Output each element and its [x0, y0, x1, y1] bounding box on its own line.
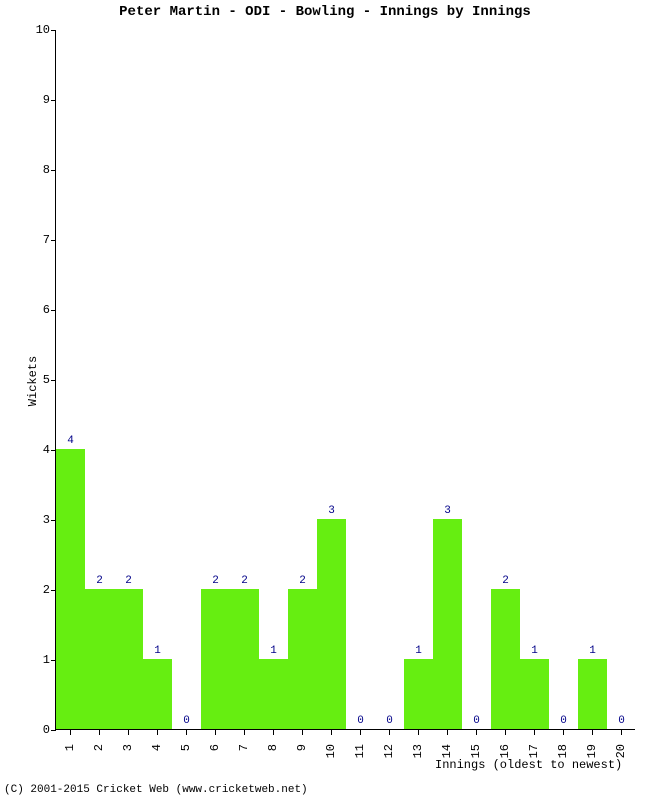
- y-tick-label: 10: [36, 23, 56, 37]
- bar: 1: [520, 659, 549, 729]
- x-tick-mark: [215, 730, 216, 735]
- x-tick-mark: [563, 730, 564, 735]
- x-tick-mark: [476, 730, 477, 735]
- x-tick-mark: [302, 730, 303, 735]
- x-tick-label: 6: [208, 738, 222, 751]
- bar-value-label: 2: [502, 575, 509, 589]
- x-tick-mark: [360, 730, 361, 735]
- x-tick-mark: [418, 730, 419, 735]
- plot-area: 42210221230013021010 012345678910: [55, 30, 635, 730]
- x-tick-label: 2: [92, 738, 106, 751]
- bar: 2: [491, 589, 520, 729]
- bar-value-label: 0: [618, 715, 625, 729]
- x-tick-mark: [447, 730, 448, 735]
- y-axis-label: Wickets: [26, 356, 40, 406]
- bar-value-label: 0: [560, 715, 567, 729]
- bar-value-label: 2: [241, 575, 248, 589]
- x-tick-mark: [389, 730, 390, 735]
- y-tick-label: 6: [43, 303, 56, 317]
- y-tick-label: 0: [43, 723, 56, 737]
- x-tick-mark: [128, 730, 129, 735]
- x-tick-label: 11: [353, 738, 367, 758]
- x-tick-label: 4: [150, 738, 164, 751]
- bar-value-label: 2: [125, 575, 132, 589]
- x-tick-mark: [99, 730, 100, 735]
- y-tick-label: 1: [43, 653, 56, 667]
- x-tick-mark: [273, 730, 274, 735]
- bar-value-label: 1: [589, 645, 596, 659]
- x-tick-label: 12: [382, 738, 396, 758]
- y-tick-label: 2: [43, 583, 56, 597]
- bar-value-label: 1: [415, 645, 422, 659]
- x-tick-label: 17: [527, 738, 541, 758]
- x-tick-label: 18: [556, 738, 570, 758]
- bars-group: 42210221230013021010: [56, 30, 635, 729]
- x-tick-label: 16: [498, 738, 512, 758]
- x-tick-label: 9: [295, 738, 309, 751]
- copyright-text: (C) 2001-2015 Cricket Web (www.cricketwe…: [4, 784, 308, 796]
- bar: 3: [317, 519, 346, 729]
- x-tick-label: 3: [121, 738, 135, 751]
- x-tick-label: 15: [469, 738, 483, 758]
- bar-value-label: 1: [154, 645, 161, 659]
- bar-value-label: 0: [473, 715, 480, 729]
- x-tick-label: 20: [614, 738, 628, 758]
- bar-value-label: 2: [212, 575, 219, 589]
- bar-value-label: 2: [299, 575, 306, 589]
- bar: 1: [404, 659, 433, 729]
- x-axis-label: Innings (oldest to newest): [435, 758, 622, 772]
- bar: 4: [56, 449, 85, 729]
- bar-value-label: 1: [531, 645, 538, 659]
- y-tick-label: 7: [43, 233, 56, 247]
- x-tick-mark: [505, 730, 506, 735]
- y-tick-label: 4: [43, 443, 56, 457]
- bar-value-label: 0: [386, 715, 393, 729]
- x-tick-mark: [186, 730, 187, 735]
- x-tick-label: 8: [266, 738, 280, 751]
- x-tick-mark: [621, 730, 622, 735]
- y-tick-label: 3: [43, 513, 56, 527]
- x-tick-mark: [592, 730, 593, 735]
- x-tick-label: 1: [63, 738, 77, 751]
- x-tick-mark: [157, 730, 158, 735]
- x-tick-mark: [244, 730, 245, 735]
- bar: 2: [85, 589, 114, 729]
- bar: 1: [259, 659, 288, 729]
- bar: 2: [230, 589, 259, 729]
- y-tick-label: 9: [43, 93, 56, 107]
- bar: 2: [288, 589, 317, 729]
- bar-value-label: 0: [183, 715, 190, 729]
- y-tick-label: 8: [43, 163, 56, 177]
- x-tick-mark: [534, 730, 535, 735]
- bar-value-label: 3: [328, 505, 335, 519]
- bar-value-label: 4: [67, 435, 74, 449]
- x-tick-label: 14: [440, 738, 454, 758]
- x-tick-mark: [331, 730, 332, 735]
- x-tick-label: 5: [179, 738, 193, 751]
- bar-value-label: 2: [96, 575, 103, 589]
- x-tick-label: 13: [411, 738, 425, 758]
- chart-title: Peter Martin - ODI - Bowling - Innings b…: [0, 4, 650, 20]
- x-tick-label: 7: [237, 738, 251, 751]
- chart-container: Peter Martin - ODI - Bowling - Innings b…: [0, 0, 650, 800]
- x-tick-label: 19: [585, 738, 599, 758]
- bar: 2: [201, 589, 230, 729]
- x-tick-label: 10: [324, 738, 338, 758]
- bar: 3: [433, 519, 462, 729]
- bar-value-label: 1: [270, 645, 277, 659]
- bar: 2: [114, 589, 143, 729]
- bar: 1: [143, 659, 172, 729]
- bar-value-label: 3: [444, 505, 451, 519]
- x-tick-mark: [70, 730, 71, 735]
- bar-value-label: 0: [357, 715, 364, 729]
- y-tick-label: 5: [43, 373, 56, 387]
- bar: 1: [578, 659, 607, 729]
